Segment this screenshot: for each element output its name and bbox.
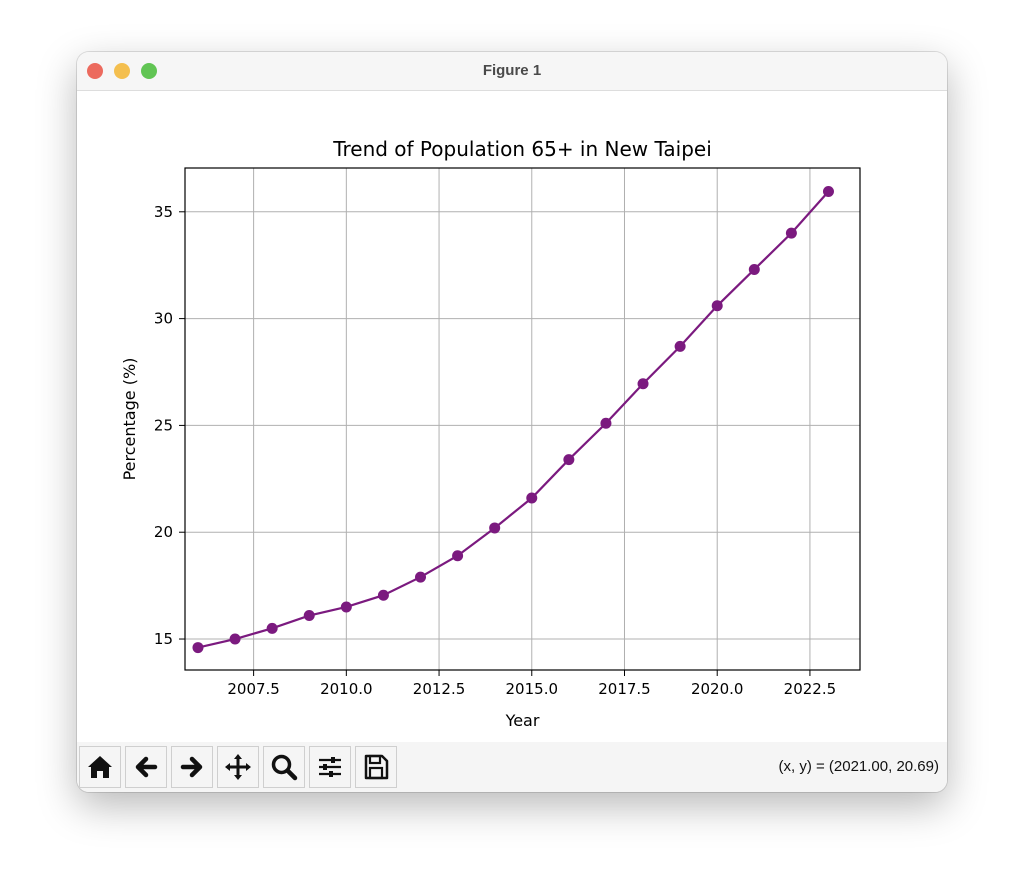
data-point [822, 185, 834, 197]
data-point [526, 492, 538, 504]
cursor-coordinates: (x, y) = (2021.00, 20.69) [778, 758, 939, 775]
data-point [266, 622, 278, 634]
data-point [303, 610, 315, 622]
pan-button[interactable] [217, 746, 259, 788]
window-title: Figure 1 [482, 62, 542, 79]
save-icon [364, 754, 389, 780]
back-button[interactable] [125, 746, 167, 788]
data-point [674, 340, 686, 352]
chart: 2007.5 2010.0 2012.5 2015.0 2017.5 2020.0 2022… [120, 137, 861, 730]
x-tick-label: 2022.5 [784, 680, 837, 698]
maximize-window-button[interactable] [141, 63, 157, 79]
data-point [600, 417, 612, 429]
y-tick-label: 35 [154, 203, 173, 221]
data-point [711, 300, 723, 312]
data-point [229, 633, 241, 645]
x-tick-label: 2015.0 [506, 680, 559, 698]
figure-window: Figure 1 2007.5 2010.0 2012.5 2015.0 2017.5 2… [77, 52, 947, 792]
data-point [377, 589, 389, 601]
y-axis-label: Percentage (%) [120, 358, 139, 481]
forward-arrow-icon [180, 756, 203, 778]
data-point [192, 642, 204, 654]
close-window-button[interactable] [87, 63, 103, 79]
y-tick-label: 25 [154, 416, 173, 434]
x-axis-label: Year [505, 711, 540, 730]
data-point [452, 550, 464, 562]
x-tick-label: 2010.0 [320, 680, 373, 698]
data-point [489, 522, 501, 534]
x-tick-label: 2007.5 [227, 680, 280, 698]
forward-button[interactable] [171, 746, 213, 788]
y-tick-label: 15 [154, 630, 173, 648]
plot-frame [184, 167, 861, 671]
series-line [197, 190, 830, 649]
data-point [415, 571, 427, 583]
home-icon [88, 756, 112, 778]
x-tick-label: 2012.5 [413, 680, 466, 698]
save-button[interactable] [355, 746, 397, 788]
back-arrow-icon [135, 756, 158, 778]
y-tick-label: 30 [154, 310, 173, 328]
x-tick-label: 2020.0 [691, 680, 744, 698]
configure-subplots-icon [319, 757, 341, 777]
data-point [748, 263, 760, 275]
title-bar: Figure 1 [77, 52, 947, 91]
navigation-toolbar: (x, y) = (2021.00, 20.69) [77, 742, 947, 792]
data-point [785, 227, 797, 239]
chart-title: Trend of Population 65+ in New Taipei [332, 137, 712, 161]
configure-subplots-button[interactable] [309, 746, 351, 788]
data-point [563, 454, 575, 466]
pan-icon [225, 754, 251, 780]
home-button[interactable] [79, 746, 121, 788]
minimize-window-button[interactable] [114, 63, 130, 79]
zoom-icon [271, 754, 298, 781]
x-tick-label: 2017.5 [598, 680, 651, 698]
data-point [340, 601, 352, 613]
data-point [637, 378, 649, 390]
y-tick-label: 20 [154, 523, 173, 541]
zoom-button[interactable] [263, 746, 305, 788]
